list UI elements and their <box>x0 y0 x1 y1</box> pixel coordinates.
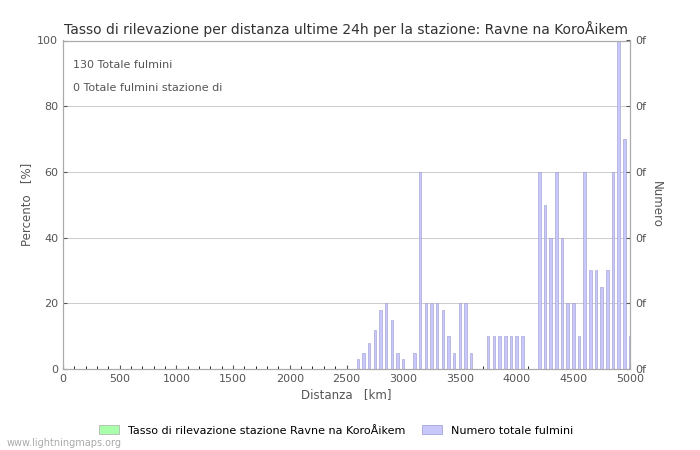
Y-axis label: Numero: Numero <box>650 181 662 228</box>
Bar <box>617 40 620 369</box>
Text: 0 Totale fulmini stazione di: 0 Totale fulmini stazione di <box>74 83 223 93</box>
Bar <box>601 287 603 369</box>
Bar <box>504 336 507 369</box>
Bar <box>583 172 586 369</box>
Bar <box>402 359 405 369</box>
Bar <box>589 270 592 369</box>
Bar <box>578 336 580 369</box>
Bar <box>363 353 365 369</box>
Bar <box>368 343 370 369</box>
Bar <box>561 238 564 369</box>
Bar <box>464 303 467 369</box>
Bar <box>623 139 626 369</box>
Bar <box>595 270 597 369</box>
Bar <box>544 205 546 369</box>
Title: Tasso di rilevazione per distanza ultime 24h per la stazione: Ravne na KoroÅikem: Tasso di rilevazione per distanza ultime… <box>64 21 629 36</box>
Bar <box>396 353 399 369</box>
Bar <box>425 303 427 369</box>
Bar <box>385 303 387 369</box>
Bar <box>566 303 569 369</box>
Bar <box>572 303 575 369</box>
Bar <box>436 303 438 369</box>
Bar <box>447 336 450 369</box>
Y-axis label: Percento   [%]: Percento [%] <box>20 163 33 246</box>
Bar <box>356 359 359 369</box>
Bar <box>521 336 524 369</box>
Text: www.lightningmaps.org: www.lightningmaps.org <box>7 438 122 448</box>
Bar <box>510 336 512 369</box>
Bar <box>606 270 608 369</box>
Bar <box>487 336 489 369</box>
Bar <box>555 172 557 369</box>
Bar <box>498 336 500 369</box>
Bar <box>391 320 393 369</box>
Bar <box>374 329 376 369</box>
Bar <box>430 303 433 369</box>
X-axis label: Distanza   [km]: Distanza [km] <box>301 388 392 401</box>
Bar <box>629 336 631 369</box>
Bar <box>379 310 382 369</box>
Bar <box>442 310 444 369</box>
Bar <box>419 172 421 369</box>
Bar <box>470 353 473 369</box>
Bar <box>612 172 614 369</box>
Bar <box>493 336 495 369</box>
Bar <box>550 238 552 369</box>
Bar <box>453 353 456 369</box>
Bar <box>413 353 416 369</box>
Legend: Tasso di rilevazione stazione Ravne na KoroÅikem, Numero totale fulmini: Tasso di rilevazione stazione Ravne na K… <box>94 421 578 440</box>
Text: 130 Totale fulmini: 130 Totale fulmini <box>74 60 173 70</box>
Bar <box>458 303 461 369</box>
Bar <box>538 172 540 369</box>
Bar <box>515 336 518 369</box>
